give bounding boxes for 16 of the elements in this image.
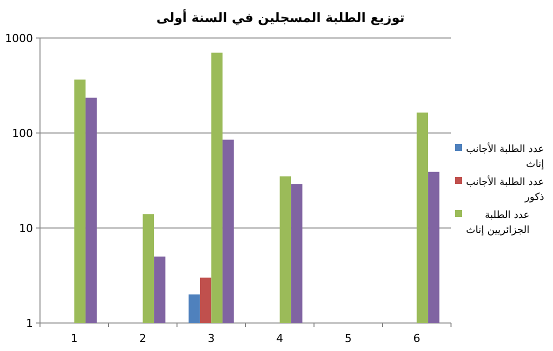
x-tick-label: 4: [276, 332, 284, 345]
x-tick-label: 2: [139, 332, 146, 345]
y-tick-label: 1000: [5, 32, 33, 45]
x-tick-label: 5: [344, 332, 352, 345]
legend-item: عدد الطلبة الأجانب ذكور: [455, 177, 544, 203]
y-tick-label: 1: [26, 317, 33, 330]
legend-item: عدد الطلبة الجزائريين إناث: [455, 210, 530, 236]
x-tick-label: 1: [70, 332, 78, 345]
y-tick-label: 100: [12, 127, 33, 140]
legend-label: عدد الطلبة الأجانب ذكور: [466, 175, 544, 203]
y-tick-label: 10: [19, 222, 33, 235]
x-tick-label: 6: [413, 332, 420, 345]
legend-label: عدد الطلبة الأجانب إناث: [466, 142, 544, 170]
legend-item: عدد الطلبة الأجانب إناث: [455, 144, 544, 170]
chart-title: توزيع الطلبة المسجلين في السنة أولى: [156, 9, 405, 26]
x-tick-label: 3: [208, 332, 215, 345]
